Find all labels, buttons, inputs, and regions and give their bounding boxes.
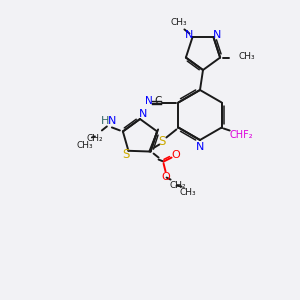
Text: CH₃: CH₃: [179, 188, 196, 197]
Text: O: O: [161, 172, 170, 182]
Text: CH₃: CH₃: [76, 141, 93, 150]
Text: CH₃: CH₃: [170, 18, 187, 27]
Text: O: O: [171, 150, 180, 160]
Text: CH₂: CH₂: [169, 181, 186, 190]
Text: H: H: [101, 116, 109, 126]
Text: C: C: [155, 97, 162, 106]
Text: N: N: [185, 30, 194, 40]
Text: N: N: [212, 30, 221, 40]
Text: N: N: [108, 116, 116, 126]
Text: CHF₂: CHF₂: [230, 130, 254, 140]
Text: CH₃: CH₃: [238, 52, 255, 61]
Text: N: N: [196, 142, 204, 152]
Text: N: N: [139, 109, 147, 119]
Text: CH₂: CH₂: [87, 134, 103, 143]
Text: S: S: [159, 135, 166, 148]
Text: N: N: [146, 97, 153, 106]
Text: S: S: [123, 148, 130, 161]
